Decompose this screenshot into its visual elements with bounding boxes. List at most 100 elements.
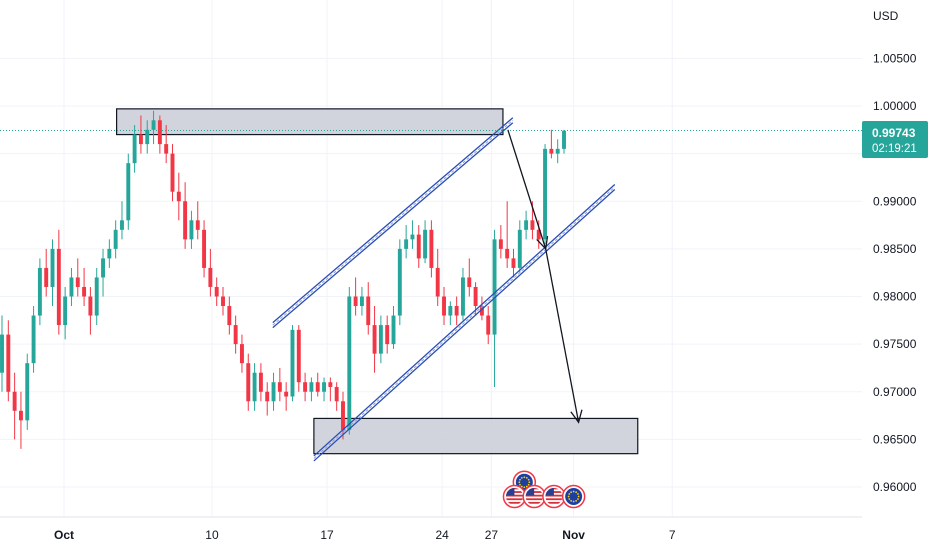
candle — [385, 315, 390, 354]
candle — [50, 239, 55, 307]
candle-body — [120, 220, 124, 230]
candle-body — [536, 229, 541, 240]
candle-body — [524, 220, 529, 230]
candle — [214, 277, 219, 307]
candle — [63, 286, 68, 340]
candle — [145, 120, 150, 154]
candle-body — [334, 386, 339, 402]
us-flag-body — [525, 488, 543, 506]
candle — [284, 382, 289, 411]
candle — [195, 201, 200, 240]
us-flag-stripe — [525, 501, 543, 504]
current-price-tag: 0.99743 02:19:21 — [862, 121, 928, 158]
candle — [448, 301, 453, 326]
candle — [170, 144, 175, 202]
candle-body — [372, 325, 377, 354]
eu-flag-icon[interactable] — [561, 484, 586, 509]
candle — [404, 225, 409, 259]
us-flag-icon[interactable] — [502, 484, 527, 509]
candle-body — [239, 344, 244, 364]
y-tick-label: 0.96000 — [873, 480, 917, 494]
x-tick-label: 17 — [320, 528, 334, 542]
us-flag-icon[interactable] — [542, 484, 566, 509]
candle — [391, 306, 396, 349]
eu-star — [519, 478, 521, 481]
us-flag-stripe — [505, 494, 523, 497]
candle-body — [410, 234, 415, 240]
candle — [315, 372, 320, 397]
eu-star — [523, 486, 526, 489]
candle-body — [486, 315, 491, 335]
candle-body — [233, 325, 238, 345]
candle — [246, 353, 251, 411]
candle-body — [0, 334, 4, 373]
candle — [189, 210, 194, 249]
candle-body — [498, 239, 503, 249]
candle-body — [448, 306, 453, 316]
candle-body — [75, 277, 80, 287]
candle — [126, 153, 131, 230]
candle-body — [416, 234, 421, 259]
candle — [517, 220, 522, 273]
candle-body — [31, 315, 36, 364]
candle — [0, 315, 4, 392]
candle — [239, 334, 244, 373]
candle-body — [252, 372, 257, 402]
us-flag-stripe — [505, 498, 523, 501]
candle-body — [44, 267, 49, 287]
candle — [423, 220, 428, 264]
candle — [366, 282, 371, 335]
us-flag-icon[interactable] — [522, 484, 546, 509]
candle-body — [543, 148, 548, 240]
candle-body — [277, 382, 282, 392]
candle — [69, 267, 74, 307]
candle-body — [328, 382, 333, 387]
price-tag-countdown: 02:19:21 — [872, 143, 917, 155]
eu-star — [572, 490, 575, 493]
us-flag-stripe — [525, 498, 543, 501]
time-axis[interactable]: Oct 10 17 24 27 Nov 7 — [0, 516, 862, 542]
eu-star — [527, 483, 530, 486]
us-flag-canton — [505, 488, 515, 496]
channel-edge — [313, 188, 616, 462]
candle-body — [341, 401, 345, 430]
candle-body — [145, 129, 150, 145]
candle — [164, 125, 169, 164]
candle-body — [176, 191, 181, 202]
candle — [309, 377, 314, 402]
candle — [454, 296, 459, 326]
us-flag-stripe — [545, 498, 563, 501]
eu-star — [525, 485, 528, 488]
candle-body — [113, 229, 118, 249]
candle — [176, 172, 181, 221]
price-axis[interactable]: USD 1.005001.000000.995000.990000.985000… — [873, 9, 917, 494]
y-tick-label: 0.97000 — [873, 385, 917, 399]
candle — [524, 210, 529, 240]
eu-star — [525, 477, 528, 479]
channel-mid — [313, 186, 616, 459]
candle-body — [511, 258, 516, 268]
channel-lower-line — [313, 183, 616, 462]
y-tick-label: 0.98000 — [873, 290, 917, 304]
candle-body — [12, 391, 17, 411]
candle — [511, 248, 516, 278]
candle — [183, 182, 188, 249]
candle-body — [258, 372, 263, 392]
candle — [252, 363, 257, 411]
event-markers[interactable] — [502, 470, 586, 509]
eu-star — [528, 481, 531, 484]
candle — [202, 220, 207, 278]
candle-body — [208, 267, 213, 287]
candle-body — [530, 220, 535, 230]
y-tick-label: 0.96500 — [873, 432, 917, 446]
candle — [94, 267, 99, 326]
candle — [157, 115, 162, 154]
candle — [492, 229, 497, 387]
candle-body — [353, 296, 358, 307]
candle — [221, 286, 225, 316]
support-zone — [313, 417, 639, 455]
candle — [290, 325, 295, 402]
x-tick-label: 27 — [485, 528, 499, 542]
price-tag-box — [862, 121, 928, 158]
